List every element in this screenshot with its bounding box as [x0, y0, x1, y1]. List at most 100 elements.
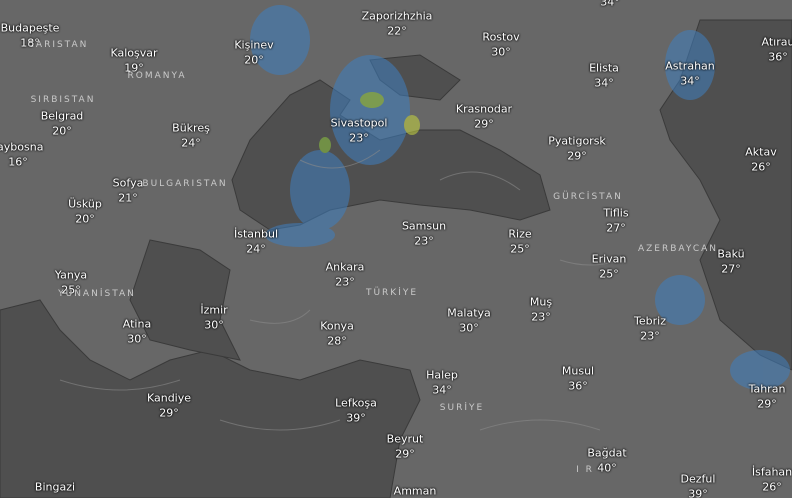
- country-label: BULGARISTAN: [142, 179, 228, 189]
- city-temp: 27°: [606, 221, 626, 235]
- country-label: TÜRKİYE: [365, 288, 419, 298]
- city-name: Bükreş: [172, 121, 210, 135]
- city-temp: 23°: [349, 131, 369, 145]
- city-name: Kaloşvar: [110, 46, 158, 60]
- city-temp: 34°: [432, 383, 452, 397]
- city-name: Malatya: [447, 306, 491, 320]
- city-name: İsfahan: [751, 465, 792, 479]
- city-temp: 25°: [599, 267, 619, 281]
- city-name: Belgrad: [40, 109, 84, 123]
- country-label: I R: [576, 465, 594, 475]
- city-name: Kişinev: [234, 38, 274, 52]
- city-temp: 20°: [244, 53, 264, 67]
- city-temp: 34°: [680, 74, 700, 88]
- city-name: Kandiye: [146, 391, 192, 405]
- city-name: Tahran: [748, 382, 786, 396]
- city-name: Tiflis: [603, 206, 629, 220]
- city-name: Sofya: [112, 176, 144, 190]
- city-temp: 19°: [124, 61, 144, 75]
- aegean-sea: [129, 239, 241, 361]
- city-temp: 22°: [387, 24, 407, 38]
- city-name: Rize: [508, 227, 532, 241]
- country-label: SURİYE: [439, 403, 485, 413]
- city-name: Lefkoşa: [335, 396, 377, 410]
- country-label: ROMANYA: [127, 71, 187, 81]
- mediterranean-sea: [0, 299, 421, 498]
- city-name: Zaporizhzhia: [361, 9, 433, 23]
- city-name: Budapeşte: [0, 21, 60, 35]
- city-name: Krasnodar: [455, 102, 513, 116]
- city-temp: 26°: [751, 160, 771, 174]
- city-name: Üsküp: [68, 197, 102, 211]
- city-temp: 29°: [395, 447, 415, 461]
- country-label: SIRBISTAN: [30, 95, 96, 105]
- city-name: Beyrut: [386, 432, 424, 446]
- city-name: Pyatigorsk: [548, 134, 606, 148]
- city-temp: 29°: [159, 406, 179, 420]
- city-temp: 34°: [594, 76, 614, 90]
- city-temp: 30°: [459, 321, 479, 335]
- city-temp: 39°: [346, 411, 366, 425]
- city-temp: 40°: [597, 461, 617, 475]
- country-label: AZERBAYCAN: [637, 244, 719, 254]
- city-temp: 28°: [327, 334, 347, 348]
- city-name: İzmir: [200, 303, 228, 317]
- city-temp: 30°: [127, 332, 147, 346]
- city-name: Musul: [561, 364, 595, 378]
- city-temp: 29°: [757, 397, 777, 411]
- city-temp: 39°: [688, 487, 708, 498]
- city-name: Konya: [320, 319, 354, 333]
- city-temp: 21°: [118, 191, 138, 205]
- city-temp: 18°: [20, 36, 40, 50]
- city-temp: 29°: [567, 149, 587, 163]
- city-name: İstanbul: [233, 227, 279, 241]
- city-temp: 27°: [721, 262, 741, 276]
- city-temp: 24°: [181, 136, 201, 150]
- city-temp: 20°: [52, 124, 72, 138]
- city-name: Erivan: [591, 252, 627, 266]
- wind-streaks: [59, 149, 621, 431]
- city-name: raybosna: [0, 140, 44, 154]
- city-name: Bakü: [717, 247, 745, 261]
- country-label: YUNANİSTAN: [58, 289, 136, 299]
- city-name: Astrahan: [665, 59, 715, 73]
- city-name: Atina: [122, 317, 152, 331]
- city-name: Dezful: [680, 472, 716, 486]
- city-temp: 23°: [414, 234, 434, 248]
- city-temp: 23°: [335, 275, 355, 289]
- city-temp: 36°: [568, 379, 588, 393]
- city-temp: 26°: [762, 480, 782, 494]
- city-name: Halep: [426, 368, 458, 382]
- city-temp: 16°: [8, 155, 28, 169]
- country-label: GÜRCİSTAN: [553, 192, 623, 202]
- city-name: Bingazi: [34, 480, 76, 494]
- city-name: Elista: [589, 61, 619, 75]
- city-temp: 30°: [491, 45, 511, 59]
- city-name: Bağdat: [587, 446, 627, 460]
- city-temp: 36°: [768, 50, 788, 64]
- city-temp: 20°: [75, 212, 95, 226]
- precipitation: [250, 5, 790, 390]
- city-name: Ankara: [325, 260, 365, 274]
- city-name: Rostov: [482, 30, 520, 44]
- city-temp: 29°: [474, 117, 494, 131]
- city-name: Sivastopol: [330, 116, 388, 130]
- partial-temp: 34°: [600, 0, 620, 9]
- city-temp: 23°: [531, 310, 551, 324]
- caspian-sea: [659, 19, 792, 371]
- city-name: Samsun: [401, 219, 447, 233]
- city-temp: 24°: [246, 242, 266, 256]
- city-name: Tebriz: [634, 314, 666, 328]
- city-name: Amman: [393, 484, 437, 498]
- city-name: Muş: [529, 295, 553, 309]
- city-temp: 30°: [204, 318, 224, 332]
- city-temp: 23°: [640, 329, 660, 343]
- city-temp: 25°: [510, 242, 530, 256]
- city-name: Atırau: [761, 35, 792, 49]
- city-name: Aktav: [745, 145, 777, 159]
- country-label: CARISTAN: [27, 40, 89, 50]
- city-name: Yanya: [54, 268, 88, 282]
- city-temp: 25°: [61, 283, 81, 297]
